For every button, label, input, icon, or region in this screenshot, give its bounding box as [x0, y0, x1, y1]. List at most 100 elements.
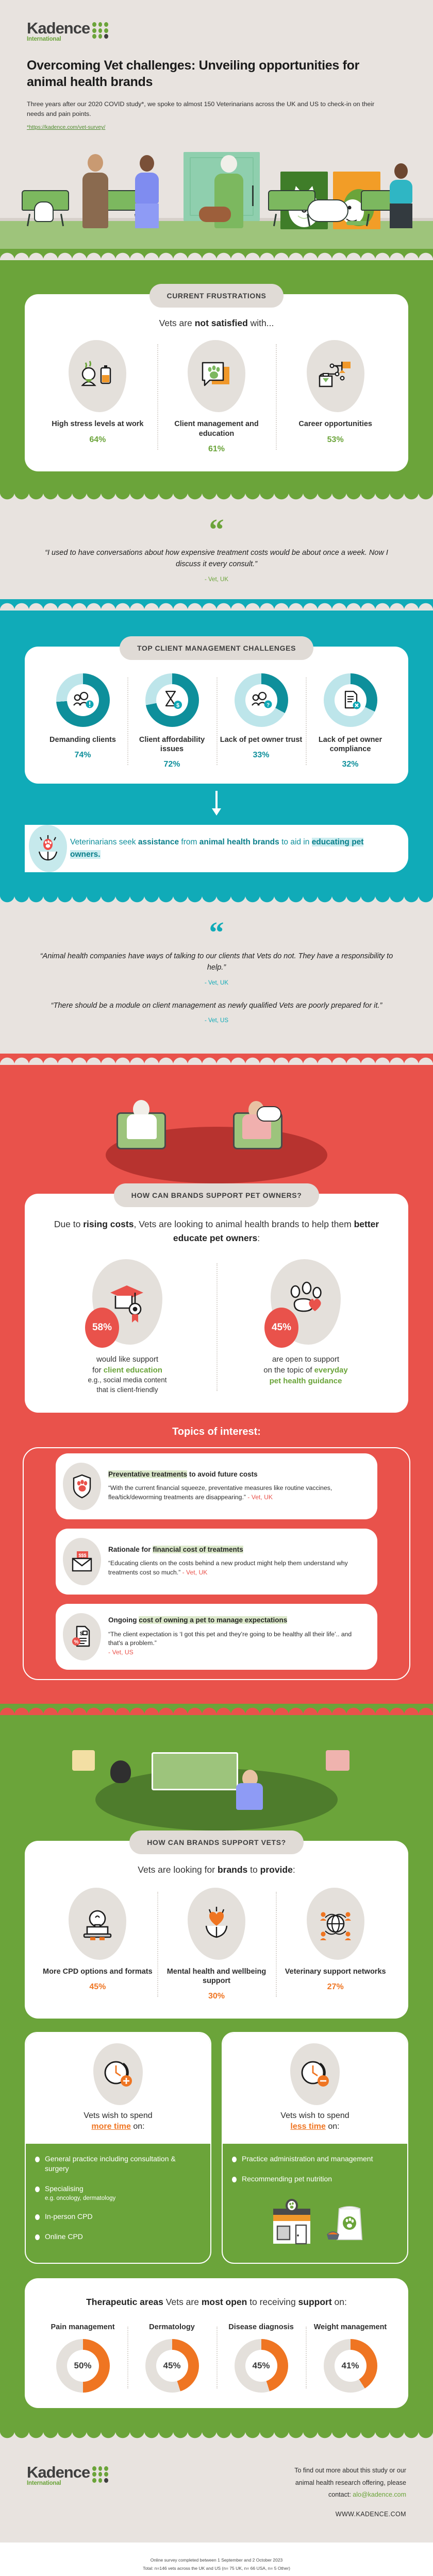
vet-coat: [127, 1114, 157, 1140]
heading-bold: Therapeutic areas: [86, 2297, 163, 2308]
topic-quote: “Educating clients on the costs behind a…: [108, 1559, 366, 1577]
more-time-card: Vets wish to spend more time on: General …: [25, 2031, 211, 2264]
callout-text: Veterinarians seek assistance from anima…: [25, 825, 408, 873]
source-survey-link[interactable]: *https://kadence.com/vet-survey/: [27, 124, 106, 131]
topic-quote-text: “The client expectation is ‘I got this p…: [108, 1630, 352, 1647]
heading-accent: less time: [290, 2122, 326, 2131]
logo-tagline: International: [27, 2480, 61, 2487]
more-time-heading: Vets wish to spend more time on:: [33, 2110, 203, 2132]
time-preference-cards: Vets wish to spend more time on: General …: [25, 2031, 408, 2264]
stressed-person-battery-icon: [69, 340, 127, 413]
therapeutic-label: Weight management: [313, 2323, 387, 2331]
footer-section: Kadence International To find out more a…: [0, 2442, 433, 2543]
support-vets-item-mental-health: Mental health and wellbeing support 30%: [157, 1887, 276, 2001]
shelf-items: [326, 1750, 349, 1771]
support-pet-owners-heading: Due to rising costs, Vets are looking to…: [38, 1217, 395, 1245]
heading-bold: provide: [260, 1864, 293, 1875]
frustration-label: High stress levels at work: [52, 420, 144, 429]
support-pet-owners-section: HOW CAN BRANDS SUPPORT PET OWNERS? Due t…: [0, 1065, 433, 1704]
quote-mark-icon: “: [209, 916, 224, 950]
challenge-value: 33%: [253, 751, 270, 760]
therapeutic-item-pain-management: Pain management 50%: [38, 2323, 127, 2393]
svg-text:%: %: [74, 1639, 79, 1645]
support-vets-label: Mental health and wellbeing support: [166, 1967, 267, 1985]
heading-part: to receiving: [247, 2297, 298, 2308]
challenge-item-trust: ? Lack of pet owner trust 33%: [216, 673, 306, 769]
wave-divider-green-to-cream-footer: [0, 2430, 433, 2442]
heading-part: on:: [331, 2297, 347, 2308]
header-section: Kadence International Overcoming Vet cha…: [0, 0, 433, 249]
legal-line: Online survey completed between 1 Septem…: [150, 2557, 283, 2563]
wave-divider-cream-to-green: [0, 249, 433, 261]
bullet-subtext: e.g. oncology, dermatology: [45, 2195, 116, 2201]
heading-part: on:: [325, 2122, 340, 2131]
stat-line: on the topic of: [263, 1365, 314, 1375]
list-item: Practice administration and management: [232, 2154, 398, 2164]
topic-card-ongoing-cost: $% Ongoing cost of owning a pet to manag…: [56, 1603, 377, 1670]
legal-line: Total: n=146 vets across the UK and US (…: [143, 2566, 290, 2571]
clock-plus-icon: [93, 2043, 143, 2105]
current-frustrations-section: CURRENT FRUSTRATIONS Vets are not satisf…: [0, 260, 433, 492]
challenge-label: Lack of pet owner compliance: [318, 735, 382, 754]
bullet-text: General practice including consultation …: [45, 2154, 176, 2173]
heading-bold: brands: [217, 1864, 248, 1875]
topic-title: Rationale for financial cost of treatmen…: [108, 1545, 366, 1554]
dachshund-with-wheelchair: [199, 207, 231, 223]
black-and-white-dog: [110, 1760, 131, 1783]
vet-exam-room-illustration: [0, 1715, 433, 1831]
logo-wordmark: Kadence: [27, 19, 90, 37]
stat-line: for: [92, 1365, 104, 1375]
heading-part: , Vets are looking to animal health bran…: [134, 1219, 354, 1230]
topic-quote: “With the current financial squeeze, pre…: [108, 1484, 366, 1502]
footer-website[interactable]: WWW.KADENCE.COM: [335, 2511, 406, 2518]
pet-shop-and-food-bag-illustration: [232, 2194, 398, 2246]
logo-wordmark: Kadence: [27, 2463, 90, 2481]
stat-value: 58%: [92, 1321, 112, 1333]
heading-bold: most open: [201, 2297, 247, 2308]
support-vets-value: 27%: [327, 1982, 344, 1991]
donut-gauge: $: [145, 673, 199, 727]
support-vets-section: HOW CAN BRANDS SUPPORT VETS? Vets are lo…: [0, 1715, 433, 2431]
invoice-percent-icon: $%: [63, 1613, 101, 1660]
list-item: Recommending pet nutrition: [232, 2174, 398, 2184]
heading-bold: support: [298, 2297, 332, 2308]
frustration-value: 53%: [327, 435, 344, 444]
callout-part: from: [179, 838, 199, 847]
donut-gauge: 41%: [323, 2338, 377, 2393]
quote-section-green: “ “I used to have conversations about ho…: [0, 503, 433, 599]
section-pill-how-can-brands-support-pet-owners: HOW CAN BRANDS SUPPORT PET OWNERS?: [113, 1183, 320, 1208]
stat-line-accent: client education: [103, 1365, 162, 1375]
contact-email-link[interactable]: alo@kadence.com: [353, 2491, 406, 2499]
quote-attribution: - Vet, UK: [204, 979, 229, 986]
donut-gauge: 50%: [56, 2338, 110, 2393]
support-vets-value: 45%: [89, 1982, 106, 1991]
pet-owner-stat-text: would like support for client education …: [41, 1354, 213, 1395]
wave-divider-cream-to-teal: [0, 599, 433, 611]
svg-text:$: $: [176, 702, 179, 708]
frustration-item-client-management: Client management and education 61%: [157, 340, 276, 453]
quote-text: “Animal health companies have ways of ta…: [40, 952, 393, 972]
therapeutic-value: 45%: [252, 2360, 270, 2370]
therapeutic-item-dermatology: Dermatology 45%: [127, 2323, 216, 2393]
stat-line: would like support: [96, 1354, 159, 1364]
topic-quote-attribution: - Vet, UK: [245, 1494, 273, 1501]
cat-in-box: [34, 201, 54, 223]
quote-text: “There should be a module on client mana…: [51, 1001, 382, 1010]
support-vets-card: Vets are looking for brands to provide: …: [25, 1840, 408, 2019]
bullet-text: In-person CPD: [45, 2212, 93, 2221]
heading-part: Vets wish to spend: [280, 2111, 349, 2120]
stat-bubble: 45%: [264, 1307, 298, 1348]
section-pill-how-can-brands-support-vets: HOW CAN BRANDS SUPPORT VETS?: [129, 1830, 304, 1854]
list-item: In-person CPD: [35, 2212, 201, 2222]
heading-bold: rising costs: [83, 1219, 134, 1230]
frustrations-heading: Vets are not satisfied with...: [38, 318, 395, 329]
svg-text:?: ?: [266, 702, 269, 708]
support-vets-value: 30%: [208, 1991, 225, 2001]
frustration-item-stress: High stress levels at work 64%: [38, 340, 157, 453]
heading-part: :: [292, 1864, 295, 1875]
topic-title: Ongoing cost of owning a pet to manage e…: [108, 1616, 366, 1625]
contact-line: contact:: [328, 2491, 353, 2499]
challenge-value: 32%: [342, 760, 359, 769]
stat-value: 45%: [271, 1321, 292, 1333]
career-path-flag-icon: [306, 340, 364, 413]
